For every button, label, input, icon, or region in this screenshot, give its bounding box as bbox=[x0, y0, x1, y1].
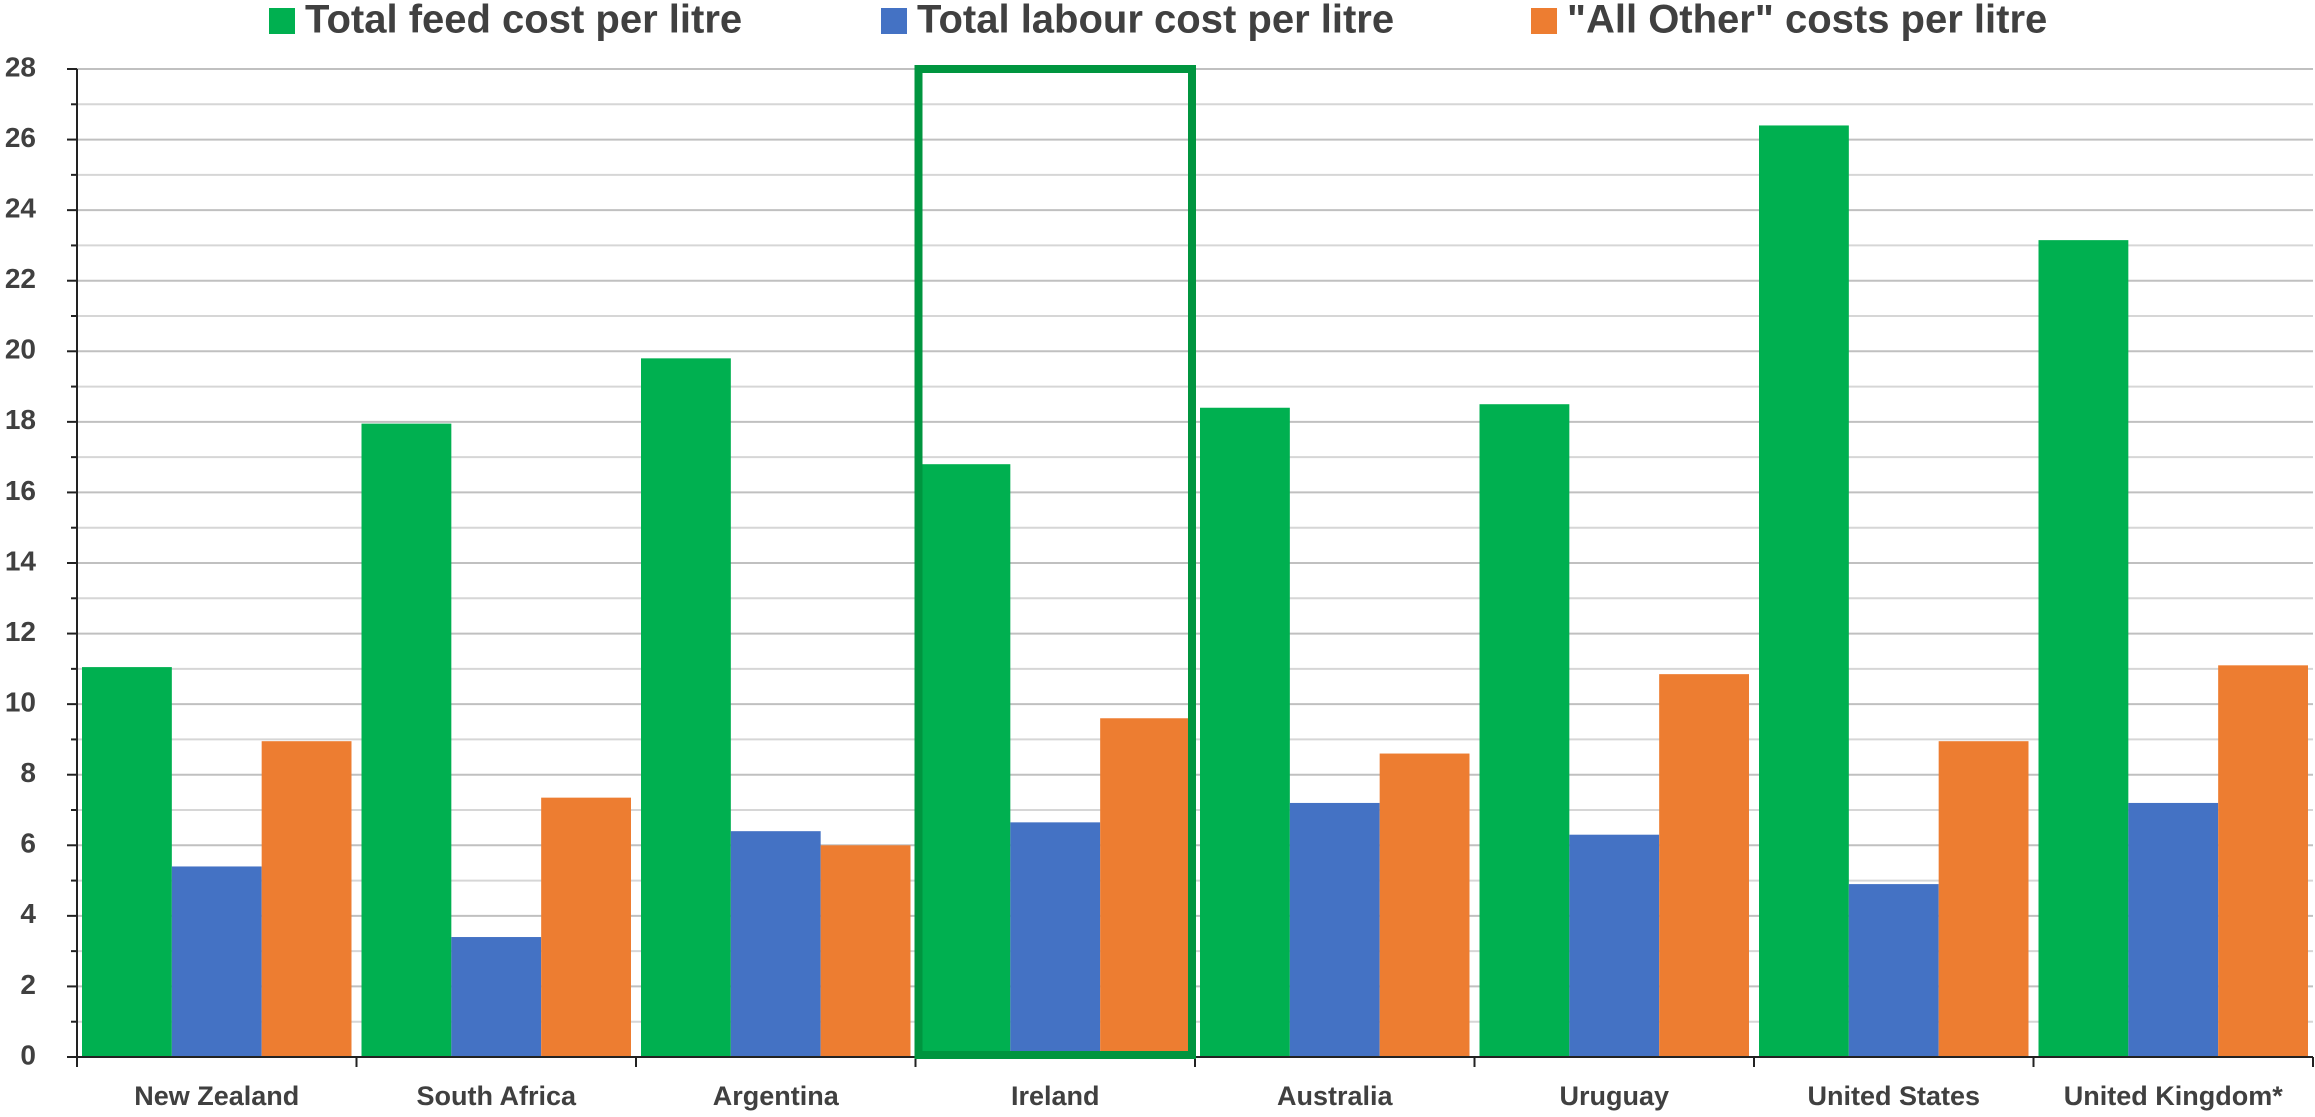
highlight-box bbox=[914, 65, 1196, 1059]
legend-swatch bbox=[269, 8, 295, 34]
bar bbox=[541, 797, 631, 1057]
legend-swatch bbox=[881, 8, 907, 34]
x-tick-label: South Africa bbox=[416, 1081, 576, 1111]
bar bbox=[1659, 674, 1749, 1057]
bar bbox=[641, 358, 731, 1057]
y-tick-label: 6 bbox=[20, 828, 36, 859]
bar bbox=[171, 866, 262, 1057]
x-tick-label: United Kingdom* bbox=[2064, 1081, 2283, 1111]
x-tick-label: Australia bbox=[1277, 1081, 1394, 1111]
x-tick-label: Ireland bbox=[1011, 1081, 1100, 1111]
bar bbox=[1479, 404, 1570, 1057]
y-tick-label: 14 bbox=[5, 545, 37, 576]
bar bbox=[361, 423, 452, 1057]
bar bbox=[2038, 240, 2129, 1057]
y-tick-label: 8 bbox=[20, 757, 36, 788]
bar bbox=[1848, 884, 1939, 1057]
x-tick-label: United States bbox=[1807, 1081, 1980, 1111]
bar bbox=[82, 667, 172, 1057]
y-tick-label: 24 bbox=[5, 193, 37, 224]
bar bbox=[1200, 407, 1290, 1057]
bar bbox=[451, 937, 542, 1057]
y-tick-label: 10 bbox=[5, 687, 36, 718]
x-tick-label: New Zealand bbox=[134, 1081, 299, 1111]
bar bbox=[1569, 834, 1660, 1057]
y-tick-label: 0 bbox=[20, 1039, 36, 1070]
y-tick-label: 28 bbox=[5, 51, 36, 82]
x-tick-label: Uruguay bbox=[1559, 1081, 1669, 1111]
bar bbox=[261, 741, 352, 1057]
bar bbox=[1938, 741, 2029, 1057]
y-tick-label: 16 bbox=[5, 475, 36, 506]
bar bbox=[2218, 665, 2308, 1057]
x-tick-label: Argentina bbox=[713, 1081, 840, 1111]
bar bbox=[730, 831, 821, 1057]
bar bbox=[1010, 822, 1101, 1057]
legend-label: "All Other" costs per litre bbox=[1567, 0, 2047, 42]
bar bbox=[1379, 753, 1470, 1057]
bar bbox=[820, 845, 911, 1057]
y-tick-label: 4 bbox=[20, 898, 36, 929]
legend-label: Total feed cost per litre bbox=[305, 0, 742, 42]
y-tick-label: 26 bbox=[5, 122, 36, 153]
y-tick-label: 2 bbox=[20, 969, 36, 1000]
bar bbox=[920, 464, 1011, 1057]
legend-label: Total labour cost per litre bbox=[917, 0, 1394, 42]
bar bbox=[1759, 125, 1849, 1057]
bar bbox=[1289, 802, 1380, 1057]
y-tick-label: 18 bbox=[5, 404, 36, 435]
y-tick-label: 12 bbox=[5, 616, 36, 647]
legend-swatch bbox=[1531, 8, 1557, 34]
bar bbox=[1100, 718, 1190, 1057]
bar bbox=[2128, 802, 2219, 1057]
y-tick-label: 22 bbox=[5, 263, 36, 294]
y-tick-label: 20 bbox=[5, 334, 36, 365]
